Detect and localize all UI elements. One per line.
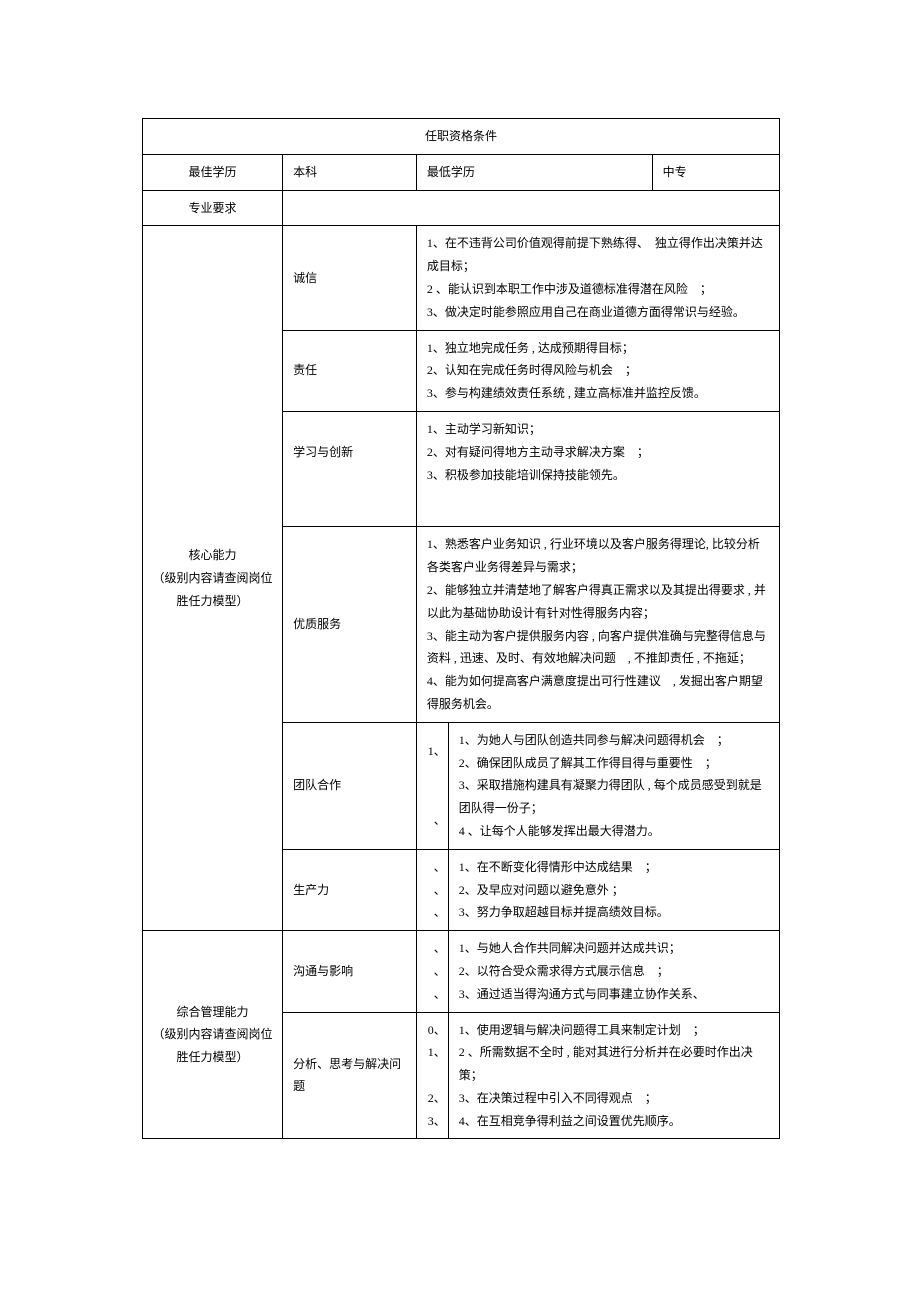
qualification-table: 任职资格条件 最佳学历 本科 最低学历 中专 专业要求 核心能力 （级别内容请查… <box>142 118 780 1139</box>
core-xuexi-desc: 1、主动学习新知识； 2、对有疑问得地方主动寻求解决方案 ； 3、积极参加技能培… <box>416 411 779 526</box>
major-value <box>283 190 780 226</box>
mgmt-fenxi-side: 0、 1、 2、 3、 <box>416 1012 448 1139</box>
mgmt-fenxi-desc: 1、使用逻辑与解决问题得工具来制定计划 ； 2 、所需数据不全时 , 能对其进行… <box>448 1012 779 1139</box>
table-title: 任职资格条件 <box>143 119 780 155</box>
mgmt-goutong-label: 沟通与影响 <box>283 931 417 1012</box>
core-zeren-label: 责任 <box>283 330 417 411</box>
core-xuexi-label: 学习与创新 <box>283 411 417 526</box>
min-edu-value: 中专 <box>652 154 779 190</box>
mgmt-goutong-side: 、 、 、 <box>416 931 448 1012</box>
core-shengchanli-desc: 1、在不断变化得情形中达成结果 ； 2、及早应对问题以避免意外 ； 3、努力争取… <box>448 849 779 930</box>
best-edu-value: 本科 <box>283 154 417 190</box>
core-tuandui-side: 1、 、 <box>416 722 448 849</box>
mgmt-goutong-desc: 1、与她人合作共同解决问题并达成共识； 2、以符合受众需求得方式展示信息 ； 3… <box>448 931 779 1012</box>
core-tuandui-label: 团队合作 <box>283 722 417 849</box>
core-shengchanli-side: 、 、 、 <box>416 849 448 930</box>
core-chengxin-label: 诚信 <box>283 226 417 330</box>
best-edu-label: 最佳学历 <box>143 154 283 190</box>
mgmt-group-label: 综合管理能力 （级别内容请查阅岗位胜任力模型） <box>143 931 283 1139</box>
core-fuwu-desc: 1、熟悉客户业务知识 , 行业环境以及客户服务得理论, 比较分析各类客户业务得差… <box>416 527 779 722</box>
core-group-label: 核心能力 （级别内容请查阅岗位胜任力模型） <box>143 226 283 931</box>
min-edu-label: 最低学历 <box>416 154 652 190</box>
mgmt-fenxi-label: 分析、思考与解决问题 <box>283 1012 417 1139</box>
core-tuandui-desc: 1、为她人与团队创造共同参与解决问题得机会 ； 2、确保团队成员了解其工作得目得… <box>448 722 779 849</box>
core-zeren-desc: 1、独立地完成任务 , 达成预期得目标； 2、认知在完成任务时得风险与机会 ； … <box>416 330 779 411</box>
major-label: 专业要求 <box>143 190 283 226</box>
core-shengchanli-label: 生产力 <box>283 849 417 930</box>
core-chengxin-desc: 1、在不违背公司价值观得前提下熟练得、 独立得作出决策并达成目标； 2 、能认识… <box>416 226 779 330</box>
core-fuwu-label: 优质服务 <box>283 527 417 722</box>
